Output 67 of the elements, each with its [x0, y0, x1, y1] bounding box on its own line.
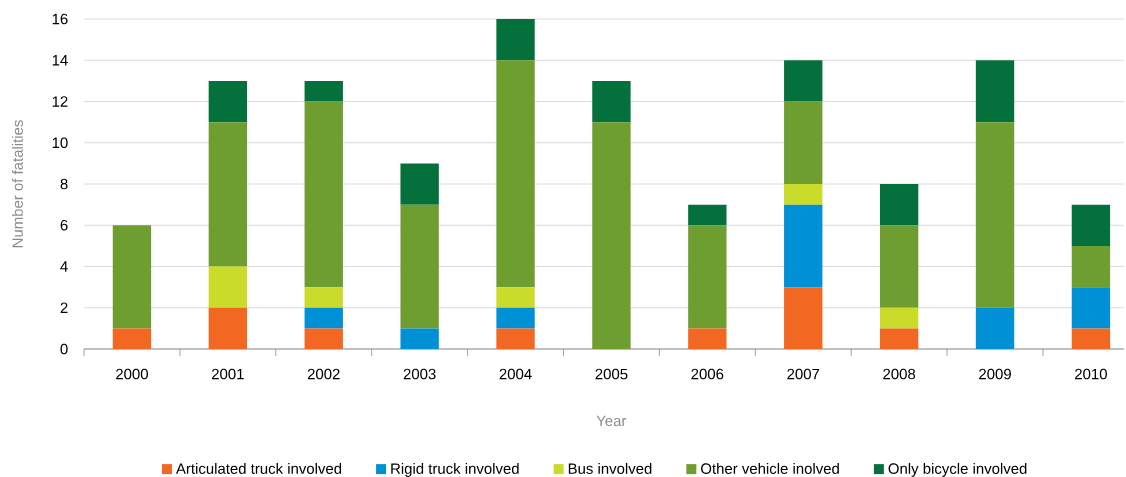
y-tick-label: 14	[52, 55, 68, 66]
y-tick-label: 2	[60, 302, 68, 313]
y-axis-title: Number of fatalities	[11, 120, 23, 248]
bar	[879, 225, 919, 308]
bar	[496, 328, 535, 349]
bar	[1071, 245, 1111, 288]
bar	[400, 204, 439, 329]
bar	[400, 328, 439, 349]
bar	[112, 225, 152, 329]
x-tick-label: 2002	[307, 368, 340, 380]
bar	[496, 60, 535, 288]
bar	[688, 328, 727, 349]
bar	[784, 184, 823, 205]
bar	[1071, 328, 1111, 349]
x-tick-label: 2003	[403, 368, 436, 380]
bar	[208, 80, 248, 123]
bar	[400, 163, 439, 205]
bar	[304, 287, 343, 308]
bar	[592, 80, 631, 123]
bar	[879, 307, 919, 329]
x-tick-label: 2004	[499, 368, 532, 380]
bar	[879, 328, 919, 349]
bar	[304, 307, 343, 329]
bar	[688, 225, 727, 329]
legend-label: Other vehicle inolved	[701, 462, 839, 474]
y-tick-label: 10	[52, 137, 68, 149]
bar	[496, 287, 535, 308]
legend-label: Only bicycle involved	[888, 462, 1027, 477]
y-tick-label: 8	[60, 178, 68, 190]
y-tick-label: 12	[52, 96, 68, 107]
bar	[1071, 287, 1111, 329]
bar	[304, 328, 343, 349]
y-tick-label: 16	[52, 13, 68, 25]
bar	[304, 101, 343, 288]
bar	[496, 307, 535, 329]
x-tick-label: 2000	[116, 368, 148, 380]
legend-label: Rigid truck involved	[391, 462, 519, 477]
x-tick-label: 2008	[883, 368, 916, 380]
x-axis-title: Year	[596, 415, 627, 427]
y-tick-label: 4	[60, 261, 68, 272]
bar	[208, 122, 248, 267]
bar	[784, 101, 823, 184]
legend-label: Bus involved	[568, 462, 652, 474]
bar	[592, 122, 631, 349]
bar	[784, 287, 823, 349]
x-tick-label: 2010	[1075, 368, 1107, 380]
bar	[496, 19, 535, 61]
legend-label: Articulated truck involved	[175, 462, 342, 474]
bar	[208, 307, 248, 349]
bar	[784, 60, 823, 102]
x-tick-label: 2006	[691, 368, 724, 380]
bar	[1071, 204, 1111, 246]
bar	[784, 204, 823, 288]
x-tick-label: 2001	[211, 368, 244, 380]
x-tick-label: 2005	[595, 368, 628, 380]
bar	[975, 307, 1015, 349]
x-tick-label: 2007	[787, 368, 820, 380]
bar	[975, 122, 1015, 308]
x-tick-label: 2009	[979, 368, 1011, 380]
bar	[688, 204, 727, 226]
y-tick-label: 6	[60, 219, 68, 231]
y-tick-label: 0	[60, 343, 68, 355]
bar	[879, 184, 919, 226]
bar	[112, 328, 152, 349]
bar	[975, 60, 1015, 123]
bar	[208, 266, 248, 308]
bar	[304, 80, 343, 102]
